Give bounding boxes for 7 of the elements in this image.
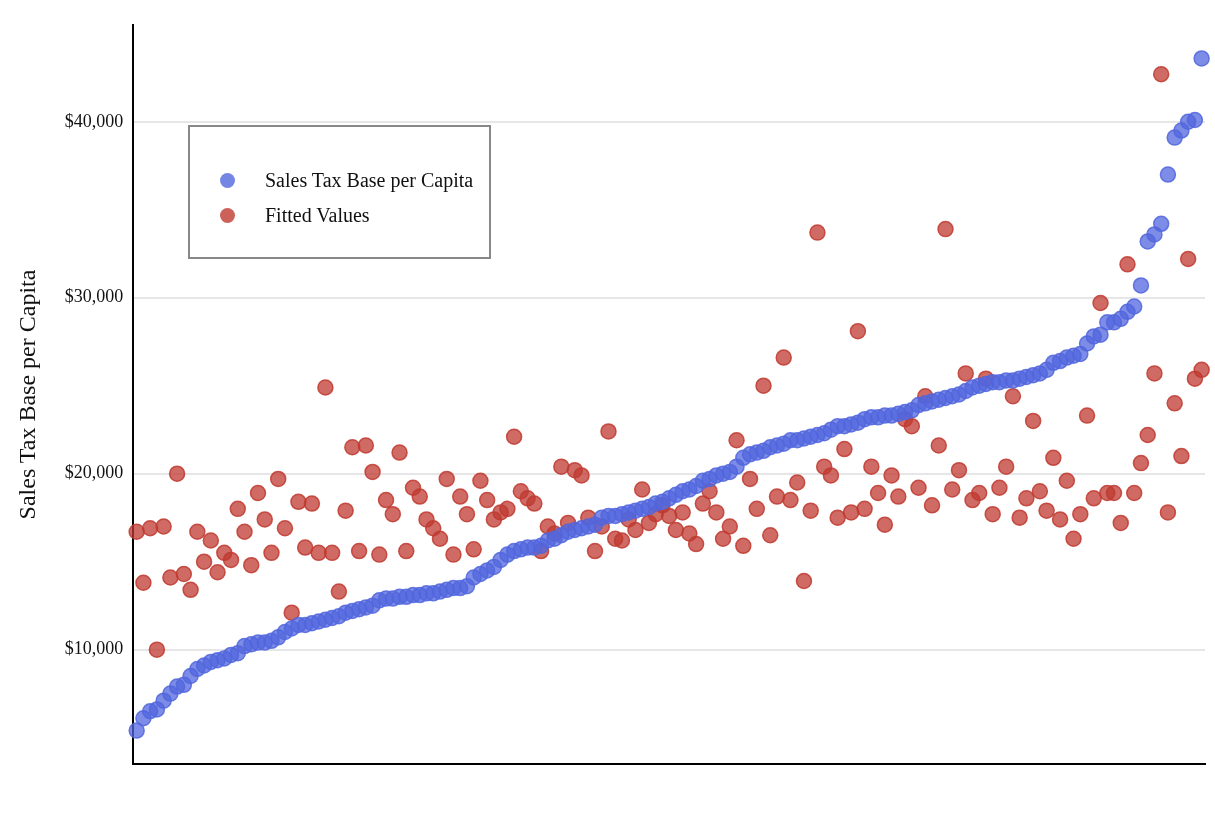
y-tick-label: $10,000 — [64, 638, 124, 659]
y-tick-label: $40,000 — [64, 110, 124, 131]
y-tick-label: $20,000 — [64, 462, 124, 483]
legend-label: Sales Tax Base per Capita — [265, 169, 474, 192]
y-tick-label: $30,000 — [64, 286, 124, 307]
y-axis-title: Sales Tax Base per Capita — [13, 269, 40, 520]
legend-label: Fitted Values — [265, 204, 370, 227]
